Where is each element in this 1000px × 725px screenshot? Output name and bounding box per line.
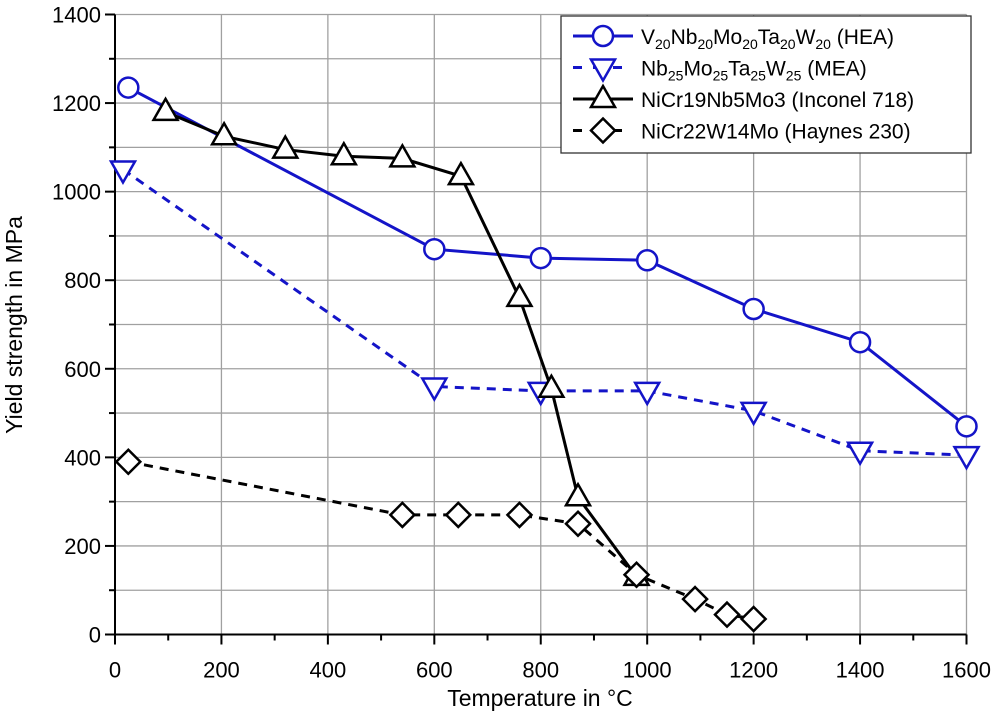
legend-subscript: 25 xyxy=(668,68,684,84)
y-axis-label: Yield strength in MPa xyxy=(1,216,27,434)
legend-marker xyxy=(588,83,618,109)
legend-subscript: 20 xyxy=(815,36,831,52)
y-tick-label: 1400 xyxy=(52,3,101,28)
series-4 xyxy=(114,448,768,633)
legend-text: NiCr19Nb5Mo3 (Inconel 718) xyxy=(641,89,914,112)
legend-marker xyxy=(588,58,618,84)
x-axis-label: Temperature in °C xyxy=(447,685,633,711)
legend-item: NiCr22W14Mo (Haynes 230) xyxy=(573,116,911,145)
legend-text: Mo xyxy=(713,26,742,49)
legend-item: NiCr19Nb5Mo3 (Inconel 718) xyxy=(573,83,914,112)
data-point xyxy=(423,237,446,261)
y-tick-label: 400 xyxy=(64,445,101,470)
x-tick-label: 1200 xyxy=(729,658,778,683)
legend-subscript: 20 xyxy=(697,36,713,52)
data-point xyxy=(681,585,709,613)
legend-text: NiCr22W14Mo (Haynes 230) xyxy=(641,121,911,144)
data-point xyxy=(635,249,659,272)
series-line xyxy=(128,460,754,621)
data-point xyxy=(114,448,143,476)
data-point xyxy=(537,373,566,398)
legend-subscript: 25 xyxy=(750,68,766,84)
data-point xyxy=(529,246,552,270)
legend-item: Nb25Mo25Ta25W25 (MEA) xyxy=(573,58,867,84)
legend-text: W xyxy=(796,26,816,49)
x-tick-label: 200 xyxy=(203,658,240,683)
x-tick-label: 1600 xyxy=(942,658,991,683)
y-tick-label: 200 xyxy=(64,534,101,559)
x-tick-label: 400 xyxy=(310,658,347,683)
legend-text: Nb xyxy=(671,26,698,49)
data-point xyxy=(845,441,875,467)
data-point xyxy=(952,445,981,471)
legend-label: NiCr22W14Mo (Haynes 230) xyxy=(641,121,911,144)
data-point xyxy=(563,481,593,507)
legend-label: NiCr19Nb5Mo3 (Inconel 718) xyxy=(641,89,914,112)
data-point xyxy=(388,501,417,529)
x-tick-label: 1400 xyxy=(836,658,885,683)
legend-subscript: 20 xyxy=(780,36,796,52)
legend-subscript: 20 xyxy=(742,36,758,52)
y-tick-label: 1000 xyxy=(52,180,101,205)
data-point xyxy=(117,76,140,99)
data-point xyxy=(108,160,138,186)
legend-text: Ta xyxy=(758,26,781,49)
data-point xyxy=(622,560,651,589)
axes: 0 200 400 600 800 1000 1200 1400 1600 0 200 400 600 8… xyxy=(52,3,991,683)
data-point xyxy=(739,605,768,633)
x-tick-label: 1000 xyxy=(623,658,672,683)
data-point xyxy=(388,142,417,168)
data-point xyxy=(505,282,534,308)
legend-subscript: 25 xyxy=(713,68,729,84)
legend-marker xyxy=(589,116,617,145)
data-point xyxy=(564,510,592,538)
legend: V20Nb20Mo20Ta20W20 (HEA)Nb25Mo25Ta25W25 … xyxy=(560,15,972,154)
y-tick-label: 1200 xyxy=(52,91,101,116)
series-1 xyxy=(117,76,978,438)
legend-subscript: 20 xyxy=(655,36,671,52)
series-line xyxy=(164,110,638,578)
legend-text: Mo xyxy=(683,58,712,81)
data-point xyxy=(742,297,765,321)
data-point xyxy=(271,134,300,159)
data-point xyxy=(848,330,872,354)
legend-text: (HEA) xyxy=(831,26,894,49)
data-point xyxy=(151,96,180,122)
legend-item: V20Nb20Mo20Ta20W20 (HEA) xyxy=(573,24,894,52)
y-tick-label: 600 xyxy=(64,357,101,382)
series-line xyxy=(122,168,967,457)
x-tick-label: 0 xyxy=(109,658,121,683)
y-tick-label: 800 xyxy=(64,268,101,293)
series-3 xyxy=(151,96,651,587)
data-point xyxy=(955,415,978,438)
legend-text: (MEA) xyxy=(801,58,866,81)
y-tick-label: 0 xyxy=(89,623,101,648)
legend-text: Ta xyxy=(728,58,751,81)
data-point xyxy=(209,120,239,146)
data-point xyxy=(420,377,449,403)
legend-text: W xyxy=(766,58,786,81)
legend-label: Nb25Mo25Ta25W25 (MEA) xyxy=(641,58,867,84)
x-tick-label: 600 xyxy=(416,658,453,683)
legend-text: Nb xyxy=(641,58,668,81)
legend-label: V20Nb20Mo20Ta20W20 (HEA) xyxy=(641,26,894,52)
data-point xyxy=(739,401,768,427)
data-point xyxy=(713,600,741,629)
x-tick-label: 800 xyxy=(522,658,559,683)
data-point xyxy=(446,160,476,186)
data-point xyxy=(329,140,358,166)
legend-subscript: 25 xyxy=(786,68,802,84)
data-point xyxy=(444,501,473,529)
series-layer xyxy=(108,76,981,633)
series-2 xyxy=(108,160,981,471)
legend-text: V xyxy=(641,26,655,49)
data-point xyxy=(633,381,662,407)
legend-box xyxy=(560,15,972,154)
legend-marker xyxy=(591,24,615,48)
data-point xyxy=(505,501,534,529)
